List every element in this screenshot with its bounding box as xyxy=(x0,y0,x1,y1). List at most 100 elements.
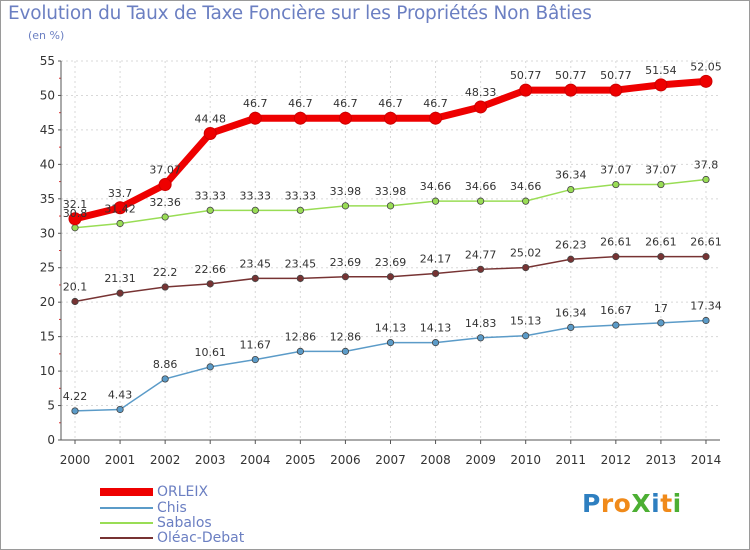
data-label: 44.48 xyxy=(194,112,226,125)
chart-title: Evolution du Taux de Taxe Foncière sur l… xyxy=(8,3,592,24)
logo-letter: i xyxy=(672,489,682,518)
data-point xyxy=(429,111,443,125)
data-label: 11.67 xyxy=(240,339,272,352)
series-orleix xyxy=(68,74,713,226)
data-point xyxy=(654,78,668,92)
data-label: 17.34 xyxy=(690,300,722,313)
data-label: 25.02 xyxy=(510,247,542,260)
logo-letter: o xyxy=(613,489,632,518)
data-point xyxy=(161,283,169,291)
data-point xyxy=(477,197,485,205)
y-tick-label: 35 xyxy=(40,192,55,206)
data-point xyxy=(564,83,578,97)
data-label: 22.2 xyxy=(153,266,178,279)
legend-label: Sabalos xyxy=(157,515,212,531)
data-label: 46.7 xyxy=(288,97,313,110)
x-tick-label: 2012 xyxy=(601,453,632,467)
data-point xyxy=(71,297,79,306)
data-point xyxy=(699,74,713,88)
data-point xyxy=(206,280,214,288)
data-label: 33.7 xyxy=(108,187,133,200)
x-tick-label: 2011 xyxy=(555,453,586,467)
data-label: 48.33 xyxy=(465,86,497,99)
x-tick-label: 2000 xyxy=(60,453,91,467)
data-label: 50.77 xyxy=(600,69,632,82)
data-point xyxy=(474,100,488,114)
data-point xyxy=(567,255,575,263)
data-point xyxy=(116,405,124,414)
data-label: 46.7 xyxy=(423,97,448,110)
data-label: 34.66 xyxy=(510,180,542,193)
data-point xyxy=(431,197,440,205)
data-point xyxy=(341,347,350,355)
data-point xyxy=(296,274,304,283)
data-label: 33.33 xyxy=(194,189,226,202)
data-point xyxy=(206,363,214,371)
x-tick-label: 2002 xyxy=(150,453,181,467)
data-point xyxy=(477,334,485,342)
x-tick-label: 2010 xyxy=(510,453,541,467)
data-point xyxy=(519,83,533,97)
x-tick-label: 2003 xyxy=(195,453,226,467)
proxiti-logo: ProXiti xyxy=(582,489,682,518)
data-label: 22.66 xyxy=(194,263,226,276)
data-point xyxy=(567,323,575,332)
data-point xyxy=(161,375,169,383)
data-point xyxy=(116,219,124,228)
y-tick-label: 55 xyxy=(40,54,55,68)
series xyxy=(68,74,713,415)
logo-letter: P xyxy=(582,489,601,518)
data-label: 46.7 xyxy=(243,97,268,110)
data-point xyxy=(657,253,665,261)
data-label: 30.8 xyxy=(63,207,88,220)
data-label: 4.22 xyxy=(63,390,88,403)
data-point xyxy=(522,197,530,205)
data-point xyxy=(431,339,440,347)
data-label: 24.17 xyxy=(420,252,452,265)
data-point xyxy=(612,253,620,261)
logo-letter: r xyxy=(600,489,614,518)
x-tick-label: 2009 xyxy=(465,453,496,467)
x-tick-label: 2004 xyxy=(240,453,271,467)
data-label: 23.45 xyxy=(285,257,317,270)
y-tick-label: 50 xyxy=(40,88,55,102)
legend-label: Oléac-Debat xyxy=(157,530,245,546)
data-label: 50.77 xyxy=(510,69,542,82)
logo-letter: t xyxy=(660,489,673,518)
data-label: 17 xyxy=(654,302,668,315)
data-label: 14.13 xyxy=(420,322,452,335)
data-point xyxy=(296,347,304,355)
legend-label: ORLEIX xyxy=(157,484,209,500)
y-tick-label: 0 xyxy=(47,433,55,447)
data-point xyxy=(71,407,79,415)
x-tick-label: 2013 xyxy=(646,453,677,467)
data-point xyxy=(116,289,124,297)
data-label: 33.33 xyxy=(240,189,272,202)
data-point xyxy=(296,206,304,214)
data-label: 36.34 xyxy=(555,169,587,182)
data-point xyxy=(386,202,395,210)
data-point xyxy=(203,126,217,140)
data-label: 33.98 xyxy=(375,185,407,198)
data-label: 24.77 xyxy=(465,248,497,261)
data-label: 37.8 xyxy=(694,159,719,172)
series-sabalos xyxy=(71,175,710,232)
data-point xyxy=(386,273,395,281)
y-tick-label: 25 xyxy=(40,261,55,275)
data-label: 33.33 xyxy=(285,189,317,202)
data-point xyxy=(251,355,259,364)
data-label: 12.86 xyxy=(285,330,317,343)
data-point xyxy=(293,111,307,125)
data-label: 34.66 xyxy=(420,180,452,193)
data-point xyxy=(657,319,665,327)
series-ol-ac-debat xyxy=(71,253,710,306)
data-point xyxy=(251,206,259,214)
data-point xyxy=(68,212,82,226)
legend-label: Chis xyxy=(157,500,187,516)
data-label: 20.1 xyxy=(63,280,88,293)
data-label: 23.69 xyxy=(375,256,407,269)
data-label: 4.43 xyxy=(108,388,133,401)
data-labels: 32.1 33.7 37.07 44.48 46.7 46.7 46.7 46.7 46.7 48… xyxy=(63,60,722,403)
data-point xyxy=(161,213,169,221)
data-point xyxy=(206,206,214,214)
